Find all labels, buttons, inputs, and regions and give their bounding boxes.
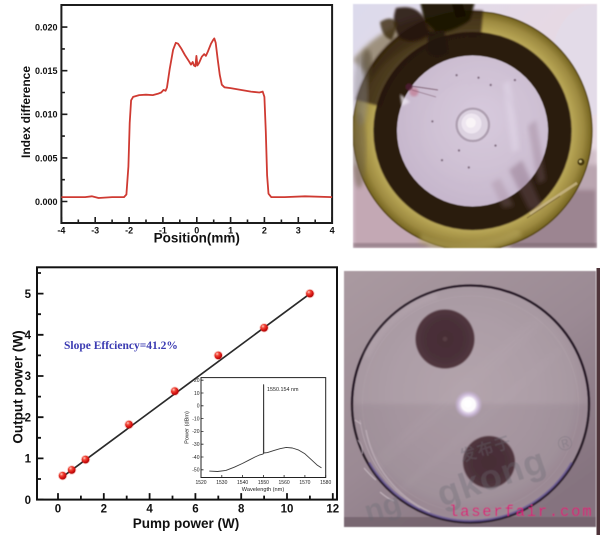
svg-text:-4: -4 — [57, 226, 65, 236]
svg-text:Pump power (W): Pump power (W) — [133, 516, 240, 531]
svg-text:0: 0 — [194, 226, 199, 236]
svg-text:-40: -40 — [192, 455, 199, 461]
svg-text:Slope Effciency=41.2%: Slope Effciency=41.2% — [64, 340, 178, 352]
svg-text:-3: -3 — [91, 226, 99, 236]
svg-text:5: 5 — [25, 289, 32, 301]
svg-text:3: 3 — [25, 371, 31, 383]
svg-text:10: 10 — [194, 391, 200, 397]
svg-text:4: 4 — [146, 504, 153, 516]
svg-text:-10: -10 — [192, 416, 199, 422]
svg-text:10: 10 — [281, 504, 294, 516]
svg-text:®: ® — [555, 431, 576, 456]
svg-text:0: 0 — [55, 504, 61, 516]
svg-text:2: 2 — [25, 412, 31, 424]
svg-text:Index difference: Index difference — [19, 66, 33, 158]
svg-text:0.020: 0.020 — [35, 23, 58, 33]
svg-text:6: 6 — [192, 504, 198, 516]
svg-text:0.010: 0.010 — [35, 110, 58, 120]
svg-text:Position(mm): Position(mm) — [154, 231, 240, 246]
svg-text:3: 3 — [296, 226, 301, 236]
svg-text:2: 2 — [262, 226, 267, 236]
svg-text:0: 0 — [197, 404, 200, 410]
svg-text:Wavelength (nm): Wavelength (nm) — [242, 487, 285, 493]
svg-text:laserfair.com: laserfair.com — [449, 503, 593, 521]
svg-text:1550.154 nm: 1550.154 nm — [267, 387, 299, 393]
svg-text:1: 1 — [228, 226, 233, 236]
svg-text:0.015: 0.015 — [35, 66, 58, 76]
svg-text:1550: 1550 — [258, 480, 269, 486]
svg-text:-20: -20 — [192, 429, 199, 435]
svg-text:2: 2 — [101, 504, 107, 516]
svg-text:-50: -50 — [192, 468, 199, 474]
svg-text:1560: 1560 — [279, 480, 290, 486]
svg-text:12: 12 — [326, 504, 339, 516]
svg-text:1530: 1530 — [216, 480, 227, 486]
svg-text:1580: 1580 — [320, 480, 331, 486]
svg-text:0.000: 0.000 — [35, 197, 58, 207]
svg-text:-1: -1 — [159, 226, 167, 236]
svg-text:4: 4 — [25, 330, 32, 342]
svg-text:1: 1 — [25, 454, 32, 466]
svg-text:0.005: 0.005 — [35, 153, 58, 163]
svg-text:-2: -2 — [125, 226, 133, 236]
svg-text:1570: 1570 — [299, 480, 310, 486]
svg-text:0: 0 — [25, 495, 31, 507]
svg-text:1540: 1540 — [237, 480, 248, 486]
svg-text:20: 20 — [194, 378, 200, 384]
svg-text:1520: 1520 — [195, 480, 206, 486]
svg-text:Output power (W): Output power (W) — [11, 330, 26, 443]
svg-text:Power (dBm): Power (dBm) — [185, 411, 191, 444]
svg-text:8: 8 — [238, 504, 245, 516]
svg-text:4: 4 — [330, 226, 335, 236]
svg-text:-30: -30 — [192, 442, 199, 448]
